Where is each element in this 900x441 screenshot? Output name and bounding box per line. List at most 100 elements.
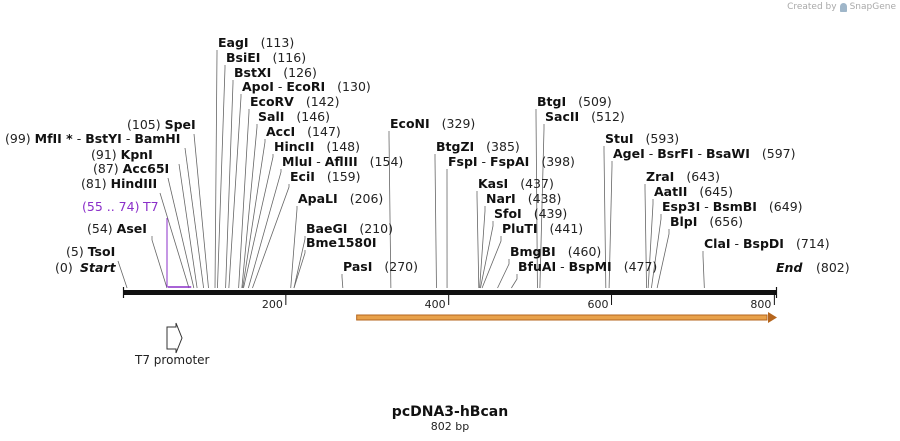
site-mlui-afliii[interactable]: MluI - AflIII (154)	[282, 154, 403, 169]
site-spei[interactable]: (105) SpeI	[127, 117, 196, 132]
site-bme1580i[interactable]: Bme1580I	[306, 235, 376, 250]
site-bmgbi[interactable]: BmgBI (460)	[510, 244, 601, 259]
site-position: (54)	[87, 221, 117, 236]
credit-prefix: Created by	[787, 2, 837, 12]
enzyme-name: BfuAI	[518, 259, 556, 274]
name-separator: -	[478, 154, 490, 169]
site-baegi[interactable]: BaeGI (210)	[306, 221, 393, 236]
site-blpi[interactable]: BlpI (656)	[670, 214, 743, 229]
enzyme-name: BstXI	[234, 65, 271, 80]
enzyme-name: FspI	[448, 154, 478, 169]
site-sacii[interactable]: SacII (512)	[545, 109, 625, 124]
site-position: (148)	[326, 139, 360, 154]
svg-text:HincII(148): HincII (148)	[274, 139, 360, 154]
site-lead-line	[238, 109, 250, 289]
enzyme-name: BsrFI	[657, 146, 693, 161]
enzyme-name: StuI	[605, 131, 634, 146]
enzyme-name: AatII	[654, 184, 687, 199]
start-position: (0)	[55, 260, 73, 275]
site-clai-bspdi[interactable]: ClaI - BspDI (714)	[704, 236, 830, 251]
site-pasi[interactable]: PasI (270)	[343, 259, 418, 274]
t7-primer-label[interactable]: T7	[142, 199, 159, 214]
site-position: (645)	[699, 184, 733, 199]
site-lead-line	[480, 221, 494, 289]
site-agei-bsrfi-bsawi[interactable]: AgeI - BsrFI - BsaWI (597)	[613, 146, 796, 161]
site-pluti[interactable]: PluTI (441)	[502, 221, 583, 236]
svg-text:Bme1580I: Bme1580I	[306, 235, 376, 250]
t7-primer-range[interactable]: (55 .. 74)	[82, 199, 139, 214]
site-btgi[interactable]: BtgI (509)	[537, 94, 612, 109]
site-position: (477)	[624, 259, 658, 274]
site-apali[interactable]: ApaLI (206)	[298, 191, 383, 206]
site-eagi[interactable]: EagI (113)	[218, 35, 294, 50]
map-length: 802 bp	[431, 420, 469, 433]
site-hincii[interactable]: HincII (148)	[274, 139, 360, 154]
site-acci[interactable]: AccI (147)	[266, 124, 341, 139]
site-fspi-fspai[interactable]: FspI - FspAI (398)	[448, 154, 575, 169]
site-position: (154)	[370, 154, 404, 169]
site-position: (113)	[261, 35, 295, 50]
site-position: (439)	[534, 206, 568, 221]
enzyme-name: AseI	[117, 221, 147, 236]
site-tsoi[interactable]: (5) TsoI	[66, 244, 115, 259]
enzyme-name: TsoI	[88, 244, 116, 259]
site-asei[interactable]: (54) AseI	[87, 221, 147, 236]
enzyme-name: EagI	[218, 35, 249, 50]
site-position: (130)	[337, 79, 371, 94]
enzyme-name: BsaWI	[706, 146, 750, 161]
site-sfoi[interactable]: SfoI (439)	[494, 206, 567, 221]
enzyme-name: MfII *	[35, 131, 74, 146]
svg-text:BaeGI(210): BaeGI (210)	[306, 221, 393, 236]
site-ecii[interactable]: EciI (159)	[290, 169, 361, 184]
site-econi[interactable]: EcoNI (329)	[390, 116, 475, 131]
svg-text:SfoI(439): SfoI (439)	[494, 206, 567, 221]
site-stui[interactable]: StuI (593)	[605, 131, 679, 146]
site-hindiii[interactable]: (81) HindIII	[81, 176, 157, 191]
site-position: (126)	[283, 65, 317, 80]
site-apoi-ecori[interactable]: ApoI - EcoRI (130)	[242, 79, 371, 94]
snapgene-logo-icon	[839, 2, 847, 12]
site-lead-line	[178, 163, 198, 289]
site-position: (99)	[5, 131, 35, 146]
site-zrai[interactable]: ZraI (643)	[646, 169, 720, 184]
site-lead-line	[167, 177, 195, 289]
svg-text:BfuAI - BspMI(477): BfuAI - BspMI (477)	[518, 259, 657, 274]
site-bfuai-bspmi[interactable]: BfuAI - BspMI (477)	[518, 259, 657, 274]
site-aatii[interactable]: AatII (645)	[654, 184, 733, 199]
enzyme-name: ApoI	[242, 79, 274, 94]
site-lead-line	[476, 191, 480, 289]
site-acc65i[interactable]: (87) Acc65I	[93, 161, 169, 176]
site-kasi[interactable]: KasI (437)	[478, 176, 554, 191]
enzyme-name: Acc65I	[123, 161, 170, 176]
site-position: (270)	[384, 259, 418, 274]
enzyme-name: AgeI	[613, 146, 645, 161]
site-sali[interactable]: SalI (146)	[258, 109, 330, 124]
enzyme-name: EcoRI	[286, 79, 325, 94]
site-position: (441)	[550, 221, 584, 236]
site-lead-line	[151, 236, 168, 289]
site-mfii-bstyi-bamhi[interactable]: (99) MfII * - BstYI - BamHI	[5, 131, 180, 146]
axis-ticks: 200 400 600 800	[262, 295, 775, 311]
name-separator: -	[694, 146, 706, 161]
map-title: pcDNA3-hBcan	[392, 404, 508, 420]
name-separator: -	[731, 236, 743, 251]
site-ecorv[interactable]: EcoRV (142)	[250, 94, 339, 109]
svg-text:BmgBI(460): BmgBI (460)	[510, 244, 601, 259]
svg-text:Esp3I - BsmBI(649): Esp3I - BsmBI (649)	[662, 199, 803, 214]
enzyme-name: PluTI	[502, 221, 538, 236]
site-position: (656)	[709, 214, 743, 229]
site-bsiei[interactable]: BsiEI (116)	[226, 50, 306, 65]
site-lead-line	[656, 229, 670, 289]
site-lead-line	[644, 184, 647, 289]
site-nari[interactable]: NarI (438)	[486, 191, 561, 206]
site-position: (142)	[306, 94, 340, 109]
svg-text:ApaLI(206): ApaLI (206)	[298, 191, 383, 206]
site-kpni[interactable]: (91) KpnI	[91, 147, 153, 162]
promoter-arrow-icon[interactable]	[166, 322, 183, 354]
site-btgzi[interactable]: BtgZI (385)	[436, 139, 520, 154]
orf-arrow-icon[interactable]	[356, 312, 777, 323]
site-bstxi[interactable]: BstXI (126)	[234, 65, 317, 80]
site-lead-line	[248, 169, 282, 289]
site-esp3i-bsmbi[interactable]: Esp3I - BsmBI (649)	[662, 199, 803, 214]
